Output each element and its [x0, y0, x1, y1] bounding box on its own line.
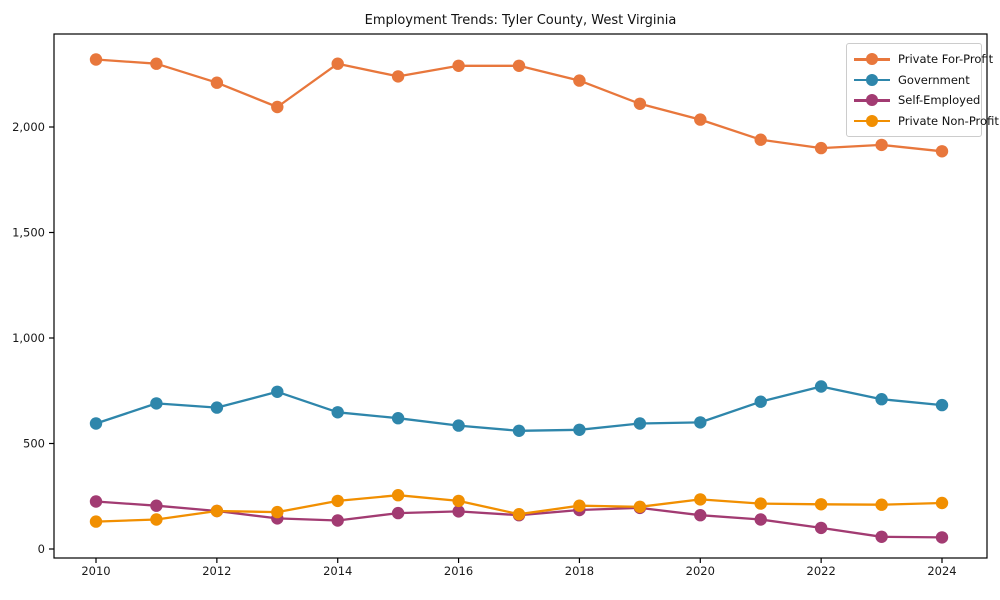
data-point-private-non-profit-2022 [814, 498, 828, 511]
x-tick-label: 2020 [686, 564, 715, 578]
legend-item-private-for-profit: Private For-Profit [854, 49, 993, 70]
data-point-private-non-profit-2015 [391, 489, 405, 502]
data-point-self-employed-2021 [754, 513, 767, 526]
data-point-private-for-profit-2021 [754, 133, 767, 146]
data-point-self-employed-2011 [150, 499, 163, 512]
legend-label: Government [898, 72, 970, 87]
legend-item-private-non-profit: Private Non-Profit [854, 111, 999, 132]
legend-item-government: Government [854, 70, 973, 91]
x-tick-label: 2014 [323, 564, 352, 578]
data-point-private-for-profit-2014 [331, 57, 344, 70]
chart-title: Employment Trends: Tyler County, West Vi… [364, 13, 677, 28]
data-point-private-for-profit-2015 [391, 70, 405, 83]
x-tick-label: 2018 [565, 564, 594, 578]
data-point-private-for-profit-2019 [633, 97, 647, 111]
data-point-government-2019 [633, 417, 647, 430]
legend-dot [866, 94, 878, 107]
data-point-private-non-profit-2024 [935, 496, 949, 510]
x-tick-label: 2012 [202, 564, 231, 578]
data-point-private-non-profit-2012 [210, 504, 224, 518]
data-point-private-non-profit-2013 [271, 505, 284, 519]
data-point-government-2021 [754, 395, 767, 408]
legend-label: Private Non-Profit [898, 113, 999, 128]
data-point-government-2017 [512, 424, 526, 437]
data-point-private-non-profit-2016 [452, 494, 465, 508]
data-point-private-non-profit-2023 [875, 498, 888, 511]
data-point-government-2015 [391, 412, 405, 425]
data-point-private-for-profit-2012 [210, 76, 224, 89]
legend-marker-icon [854, 94, 890, 107]
data-point-government-2024 [935, 398, 949, 412]
data-point-private-for-profit-2013 [271, 100, 284, 114]
legend-marker-icon [854, 53, 890, 66]
data-point-private-non-profit-2011 [150, 513, 163, 526]
x-tick-label: 2022 [807, 564, 836, 578]
data-point-private-for-profit-2020 [694, 113, 707, 126]
data-point-government-2010 [89, 417, 103, 430]
data-point-private-for-profit-2011 [150, 57, 163, 70]
data-point-government-2011 [150, 397, 163, 410]
legend-marker-icon [854, 73, 890, 86]
plot-border [53, 33, 988, 559]
data-point-government-2013 [271, 385, 284, 398]
data-point-private-non-profit-2017 [512, 508, 526, 521]
data-point-government-2014 [331, 406, 344, 419]
y-tick-label: 0 [38, 542, 45, 556]
legend-marker-icon [854, 114, 890, 127]
data-point-private-non-profit-2014 [331, 494, 344, 508]
x-tick-label: 2016 [444, 564, 473, 578]
data-point-government-2012 [210, 401, 224, 414]
data-point-self-employed-2016 [452, 505, 465, 518]
legend: Private For-Profit Government Self-Employe… [846, 43, 999, 137]
y-tick-label: 2,000 [12, 120, 45, 134]
data-point-private-non-profit-2019 [633, 500, 647, 513]
data-point-self-employed-2023 [875, 530, 888, 543]
data-point-government-2023 [875, 393, 888, 406]
data-point-private-non-profit-2020 [694, 493, 707, 506]
data-point-private-for-profit-2016 [452, 59, 465, 72]
data-point-government-2016 [452, 419, 465, 432]
data-point-self-employed-2010 [89, 495, 103, 508]
data-point-government-2022 [814, 380, 828, 393]
data-point-private-non-profit-2010 [89, 515, 103, 528]
x-tick-label: 2010 [81, 564, 110, 578]
data-point-private-for-profit-2018 [573, 74, 586, 87]
data-point-private-non-profit-2018 [573, 499, 586, 512]
legend-label: Private For-Profit [898, 52, 994, 67]
data-point-self-employed-2020 [694, 509, 707, 522]
data-point-government-2020 [694, 416, 707, 429]
legend-dot [866, 53, 878, 66]
data-point-private-for-profit-2024 [935, 145, 949, 158]
data-point-self-employed-2014 [331, 514, 344, 527]
legend-item-self-employed: Self-Employed [854, 90, 980, 111]
series-line-private-for-profit [94, 58, 944, 153]
data-point-self-employed-2024 [935, 531, 949, 544]
data-point-private-for-profit-2017 [512, 59, 526, 72]
data-point-self-employed-2022 [814, 521, 828, 535]
y-tick-label: 500 [23, 437, 45, 451]
data-point-private-for-profit-2022 [814, 141, 828, 155]
data-point-government-2018 [573, 423, 586, 436]
data-point-private-for-profit-2010 [89, 53, 103, 66]
data-point-self-employed-2015 [391, 506, 405, 520]
y-tick-label: 1,000 [12, 331, 45, 345]
y-tick-label: 1,500 [12, 226, 45, 240]
x-tick-label: 2024 [927, 564, 956, 578]
legend-dot [866, 73, 878, 86]
data-point-private-non-profit-2021 [754, 497, 767, 510]
legend-dot [866, 114, 878, 127]
legend-label: Self-Employed [898, 93, 981, 108]
data-point-private-for-profit-2023 [875, 138, 888, 152]
